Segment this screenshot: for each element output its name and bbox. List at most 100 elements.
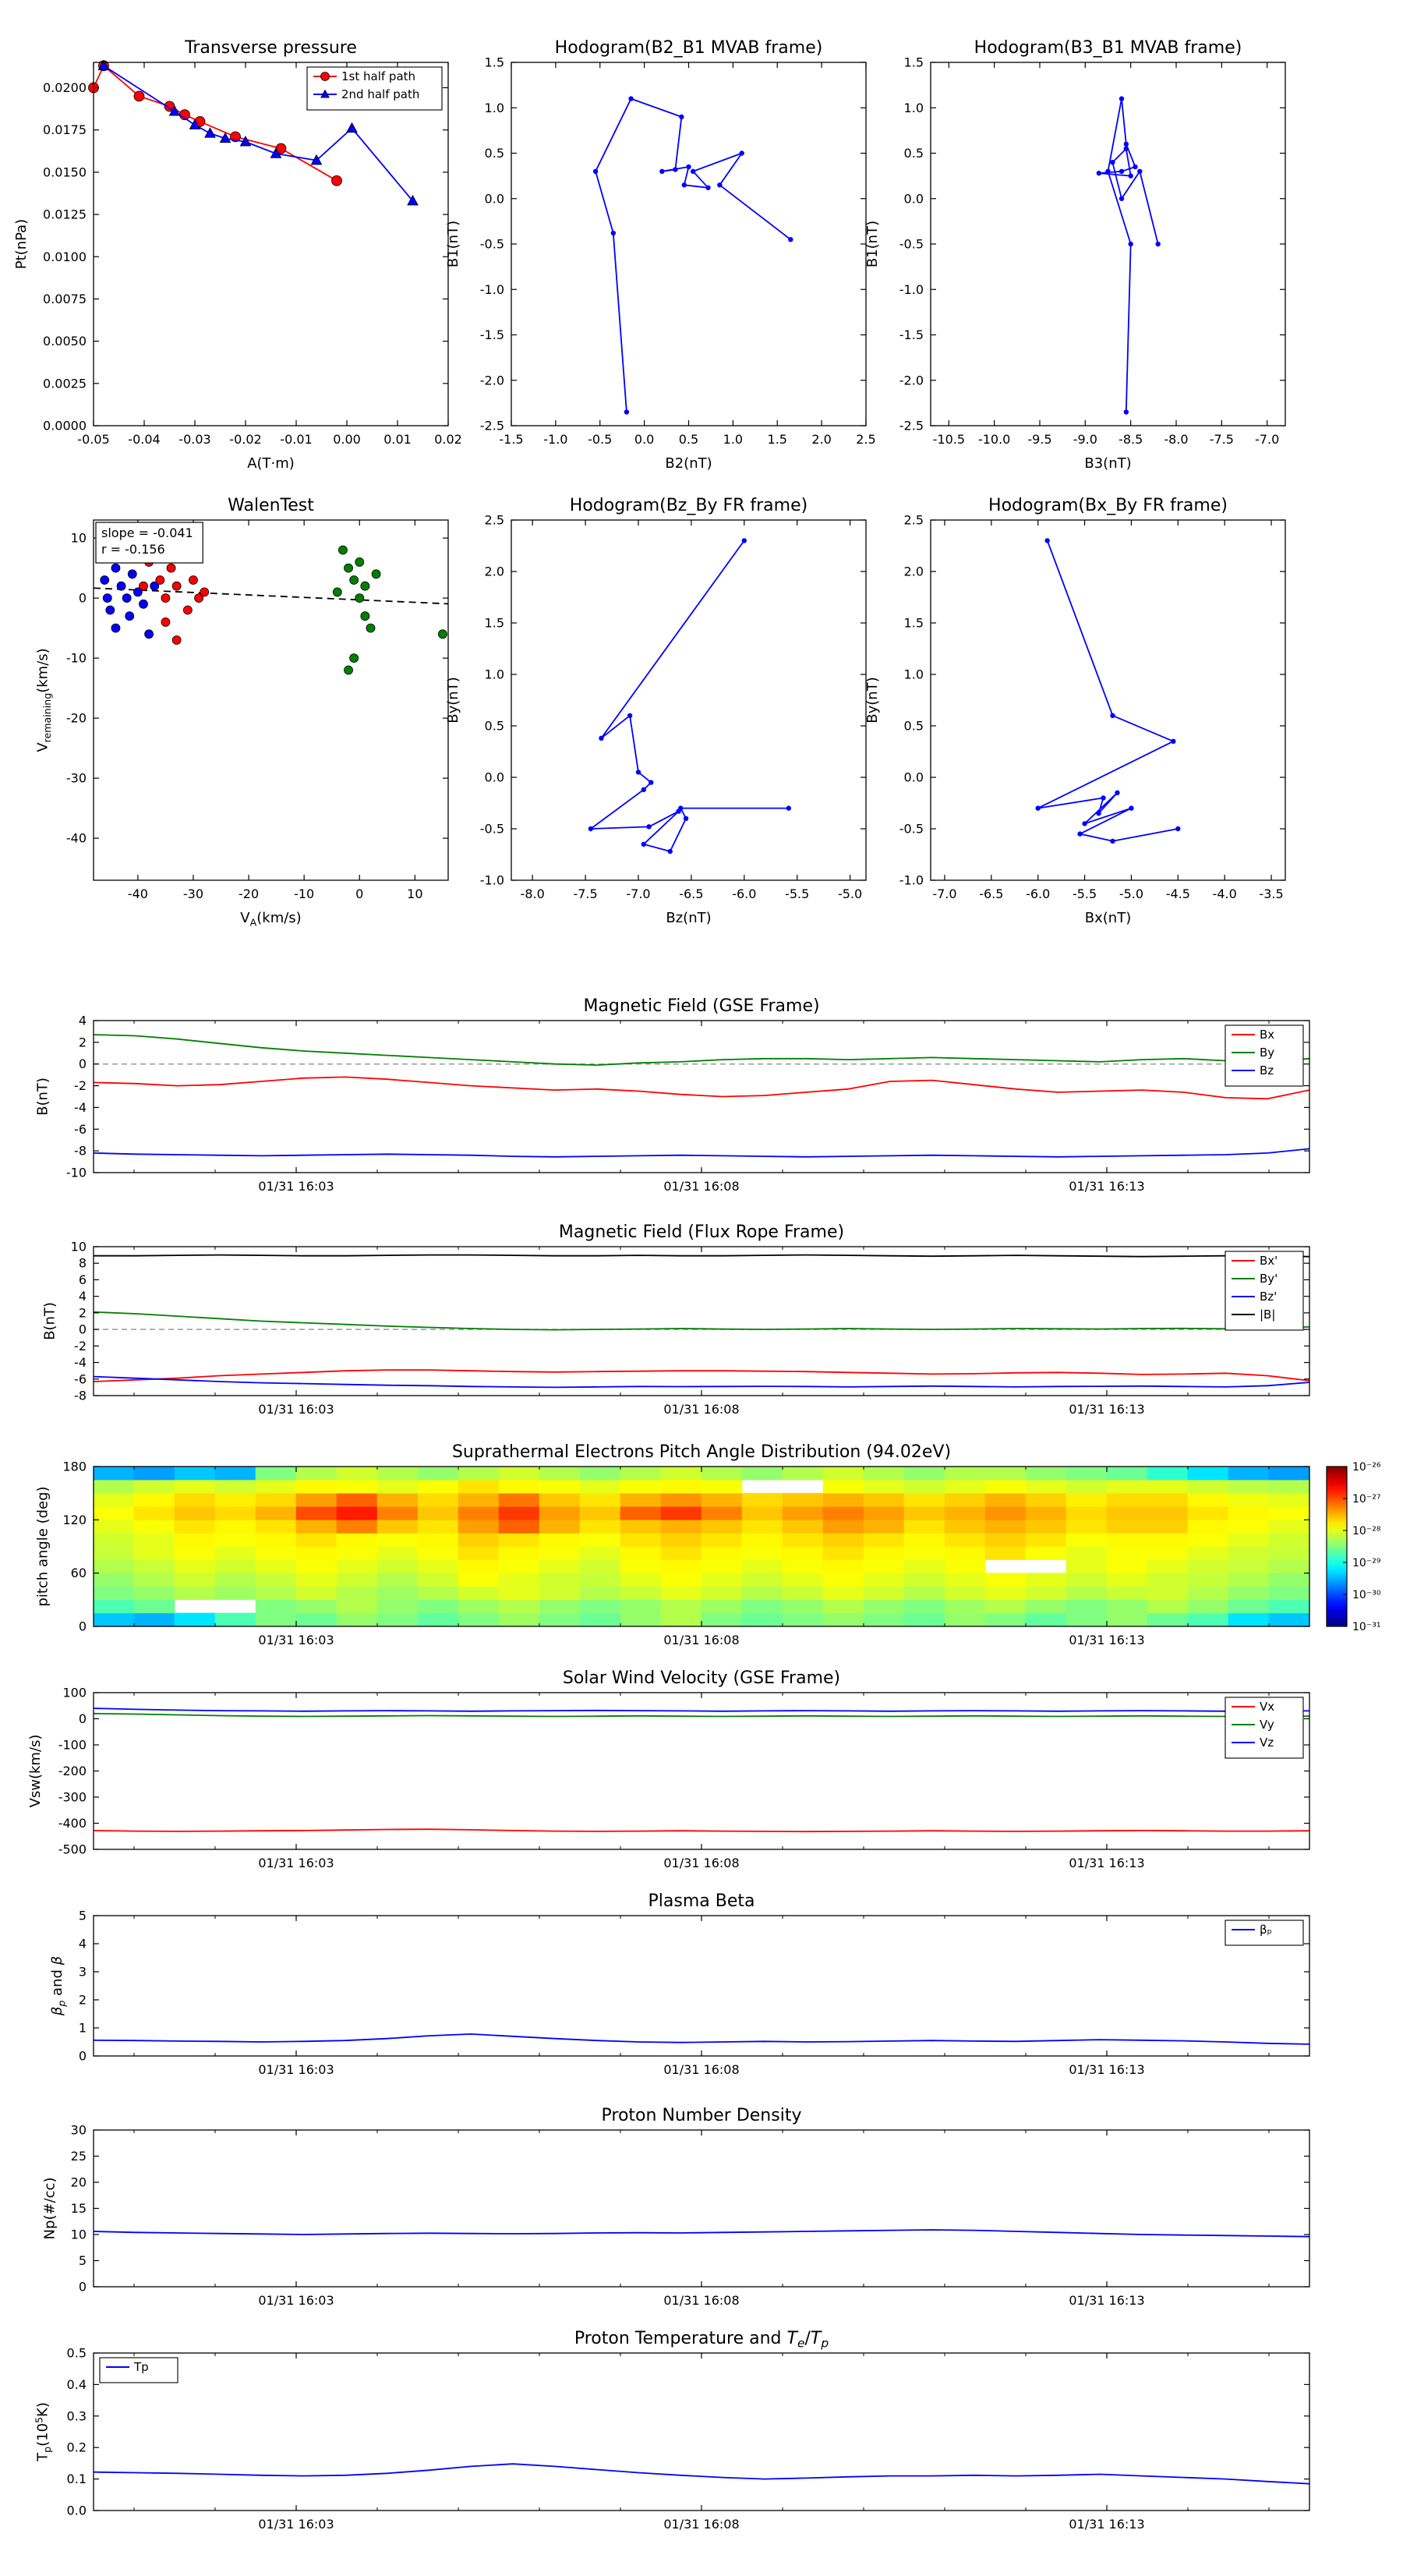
svg-text:-0.03: -0.03 bbox=[178, 432, 210, 447]
svg-text:-1.5: -1.5 bbox=[480, 327, 504, 342]
panel-pad: 01/31 16:03 01/31 16:08 01/31 16:13 0 60 120 1… bbox=[34, 1442, 1380, 1647]
svg-text:01/31 16:13: 01/31 16:13 bbox=[1069, 2517, 1144, 2532]
panel-beta: 01/31 16:03 01/31 16:08 01/31 16:13 0 1 2 3 4 5 P… bbox=[49, 1891, 1310, 2077]
svg-text:0: 0 bbox=[355, 886, 363, 901]
svg-text:-5.0: -5.0 bbox=[838, 886, 862, 901]
svg-text:0.0075: 0.0075 bbox=[43, 292, 87, 306]
svg-text:-5.0: -5.0 bbox=[1119, 886, 1143, 901]
svg-text:-0.5: -0.5 bbox=[480, 237, 504, 252]
svg-text:Vy: Vy bbox=[1260, 1718, 1274, 1732]
svg-text:Magnetic Field (Flux Rope Fram: Magnetic Field (Flux Rope Frame) bbox=[559, 1223, 844, 1242]
svg-text:2: 2 bbox=[79, 1305, 87, 1320]
svg-text:0.0125: 0.0125 bbox=[43, 207, 87, 222]
svg-text:Pt(nPa): Pt(nPa) bbox=[13, 219, 30, 269]
svg-text:B(nT): B(nT) bbox=[34, 1077, 51, 1116]
svg-text:0.4: 0.4 bbox=[67, 2377, 87, 2392]
svg-text:Tp(105K): Tp(105K) bbox=[33, 2402, 53, 2462]
svg-text:-1.5: -1.5 bbox=[499, 432, 523, 447]
svg-text:25: 25 bbox=[71, 2149, 87, 2164]
svg-text:0.0: 0.0 bbox=[634, 432, 654, 447]
svg-text:2: 2 bbox=[79, 1993, 87, 2008]
svg-text:-6: -6 bbox=[74, 1122, 87, 1137]
svg-text:01/31 16:03: 01/31 16:03 bbox=[258, 1856, 334, 1870]
svg-text:-7.5: -7.5 bbox=[1210, 432, 1234, 447]
svg-text:10: 10 bbox=[407, 886, 422, 901]
svg-text:0.0175: 0.0175 bbox=[43, 122, 87, 137]
svg-text:-0.5: -0.5 bbox=[480, 822, 504, 837]
svg-text:-400: -400 bbox=[58, 1816, 87, 1831]
svg-text:0.3: 0.3 bbox=[67, 2408, 87, 2423]
svg-text:-4.0: -4.0 bbox=[1213, 886, 1237, 901]
svg-text:-8.0: -8.0 bbox=[1164, 432, 1188, 447]
svg-text:-300: -300 bbox=[58, 1790, 87, 1805]
panel-hodo-bzby: -8.0 -7.5 -7.0 -6.5 -6.0 -5.5 -5.0 -1.0 -0.5 0.0 0… bbox=[445, 496, 867, 926]
svg-text:4: 4 bbox=[79, 1014, 87, 1028]
svg-text:Vz: Vz bbox=[1260, 1736, 1274, 1750]
svg-text:01/31 16:08: 01/31 16:08 bbox=[663, 1856, 739, 1870]
svg-text:0: 0 bbox=[79, 2280, 87, 2295]
svg-text:2: 2 bbox=[79, 1035, 87, 1049]
svg-text:Suprathermal Electrons Pitch A: Suprathermal Electrons Pitch Angle Distr… bbox=[452, 1442, 951, 1462]
svg-text:By': By' bbox=[1260, 1272, 1278, 1286]
svg-text:0.5: 0.5 bbox=[485, 719, 504, 734]
svg-text:01/31 16:08: 01/31 16:08 bbox=[663, 2517, 739, 2532]
svg-text:-100: -100 bbox=[58, 1738, 87, 1753]
svg-text:1.5: 1.5 bbox=[904, 616, 924, 631]
svg-text:-4: -4 bbox=[74, 1355, 87, 1370]
svg-text:01/31 16:08: 01/31 16:08 bbox=[663, 1633, 739, 1647]
svg-text:0.0: 0.0 bbox=[904, 770, 924, 785]
svg-text:By(nT): By(nT) bbox=[445, 677, 461, 723]
svg-text:-0.04: -0.04 bbox=[128, 432, 160, 447]
svg-text:01/31 16:13: 01/31 16:13 bbox=[1069, 1856, 1144, 1870]
panel-hodo-b3b1: -10.5 -10.0 -9.5 -9.0 -8.5 -8.0 -7.5 -7.0 -2.5 -2… bbox=[864, 38, 1286, 472]
svg-text:-2.0: -2.0 bbox=[480, 373, 504, 387]
svg-text:-1.0: -1.0 bbox=[480, 282, 504, 297]
svg-text:0.0025: 0.0025 bbox=[43, 376, 87, 391]
svg-text:-4: -4 bbox=[74, 1100, 87, 1115]
svg-text:0.02: 0.02 bbox=[434, 432, 462, 447]
svg-text:1.5: 1.5 bbox=[904, 55, 924, 70]
svg-text:-5.5: -5.5 bbox=[1073, 886, 1097, 901]
svg-text:01/31 16:03: 01/31 16:03 bbox=[258, 1402, 334, 1417]
svg-text:Bx': Bx' bbox=[1260, 1254, 1278, 1268]
panel-walen: -40 -30 -20 -10 0 10 10 0 -10 -20 -30 -40 WalenTest V… bbox=[34, 496, 449, 929]
svg-text:0.5: 0.5 bbox=[679, 432, 698, 447]
svg-text:0: 0 bbox=[79, 1056, 87, 1071]
svg-text:4: 4 bbox=[79, 1289, 87, 1304]
svg-text:20: 20 bbox=[71, 2175, 87, 2190]
svg-text:-0.5: -0.5 bbox=[899, 237, 924, 252]
svg-text:1.0: 1.0 bbox=[904, 101, 924, 115]
svg-text:VA(km/s): VA(km/s) bbox=[240, 910, 301, 929]
svg-text:0.1: 0.1 bbox=[67, 2472, 87, 2486]
svg-text:B2(nT): B2(nT) bbox=[665, 455, 712, 472]
svg-text:-10.5: -10.5 bbox=[933, 432, 965, 447]
svg-text:A(T·m): A(T·m) bbox=[247, 455, 295, 472]
svg-text:4: 4 bbox=[79, 1937, 87, 1951]
svg-text:-1.0: -1.0 bbox=[899, 873, 924, 888]
svg-text:-20: -20 bbox=[239, 886, 259, 901]
svg-text:B1(nT): B1(nT) bbox=[864, 221, 881, 267]
svg-text:0.0: 0.0 bbox=[485, 191, 504, 206]
svg-text:Proton Temperature and Te/Tp: Proton Temperature and Te/Tp bbox=[574, 2329, 829, 2351]
svg-text:-40: -40 bbox=[66, 831, 87, 846]
svg-text:-1.0: -1.0 bbox=[543, 432, 567, 447]
svg-text:2.5: 2.5 bbox=[904, 513, 924, 528]
svg-text:01/31 16:13: 01/31 16:13 bbox=[1069, 2062, 1144, 2077]
svg-text:180: 180 bbox=[62, 1460, 87, 1474]
svg-text:-5.5: -5.5 bbox=[785, 886, 809, 901]
panel-tp: 01/31 16:03 01/31 16:08 01/31 16:13 0.0 0.1 0… bbox=[33, 2329, 1310, 2532]
svg-text:βₚ: βₚ bbox=[1260, 1923, 1272, 1937]
svg-text:1.0: 1.0 bbox=[904, 667, 924, 682]
svg-text:-10.0: -10.0 bbox=[978, 432, 1010, 447]
svg-text:01/31 16:13: 01/31 16:13 bbox=[1069, 1179, 1144, 1194]
svg-text:|B|: |B| bbox=[1260, 1307, 1275, 1322]
svg-text:-6.0: -6.0 bbox=[732, 886, 756, 901]
svg-text:-10: -10 bbox=[66, 651, 87, 666]
svg-text:-8.0: -8.0 bbox=[521, 886, 545, 901]
panel-b-fr: 01/31 16:03 01/31 16:08 01/31 16:13 -8 -6-4 -… bbox=[42, 1223, 1310, 1417]
svg-text:1.5: 1.5 bbox=[485, 55, 504, 70]
svg-text:01/31 16:03: 01/31 16:03 bbox=[258, 2517, 334, 2532]
svg-text:Plasma Beta: Plasma Beta bbox=[648, 1891, 755, 1911]
svg-text:Np(#/cc): Np(#/cc) bbox=[42, 2178, 58, 2240]
svg-text:-9.5: -9.5 bbox=[1027, 432, 1051, 447]
